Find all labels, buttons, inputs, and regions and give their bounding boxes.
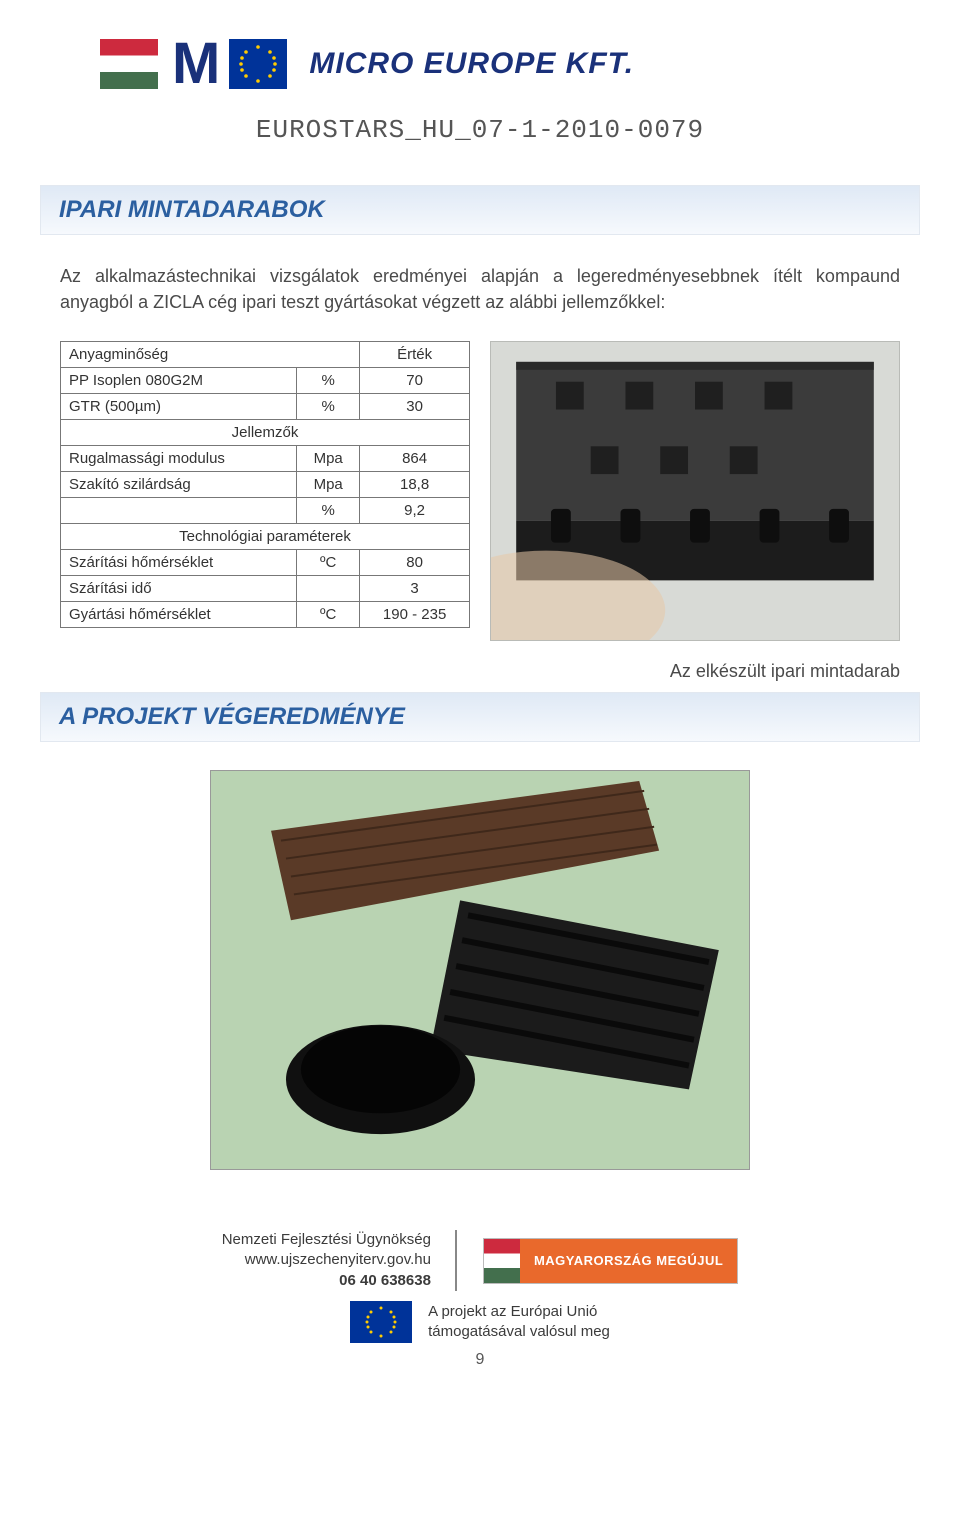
cell-unit: Mpa	[297, 446, 360, 472]
table-subheader-row: Jellemzők	[61, 420, 470, 446]
cell-unit: Mpa	[297, 472, 360, 498]
section-heading-vegeredmenye: A PROJEKT VÉGEREDMÉNYE	[40, 692, 920, 742]
agency-name: Nemzeti Fejlesztési Ügynökség	[222, 1230, 431, 1250]
th-right: Érték	[360, 342, 470, 368]
badge-text: MAGYARORSZÁG MEGÚJUL	[520, 1239, 737, 1283]
subheader-cell: Technológiai paraméterek	[61, 524, 470, 550]
table-row: % 9,2	[61, 498, 470, 524]
properties-table-wrap: Anyagminőség Érték PP Isoplen 080G2M % 7…	[60, 341, 470, 628]
photo1-caption: Az elkészült ipari mintadarab	[60, 661, 900, 682]
cell-unit: ºC	[297, 602, 360, 628]
agency-phone: 06 40 638638	[222, 1271, 431, 1291]
logo-m-icon: M	[172, 30, 215, 97]
sample-photo-1	[490, 341, 900, 641]
footer: Nemzeti Fejlesztési Ügynökség www.ujszec…	[60, 1230, 900, 1369]
table-row: Szárítási hőmérséklet ºC 80	[61, 550, 470, 576]
properties-table: Anyagminőség Érték PP Isoplen 080G2M % 7…	[60, 341, 470, 628]
cell-label: Szakító szilárdság	[61, 472, 297, 498]
cell-label: Gyártási hőmérséklet	[61, 602, 297, 628]
cell-value: 3	[360, 576, 470, 602]
agency-url: www.ujszechenyiterv.gov.hu	[222, 1250, 431, 1270]
cell-unit: %	[297, 498, 360, 524]
result-photo	[210, 770, 750, 1170]
cell-value: 18,8	[360, 472, 470, 498]
cell-value: 9,2	[360, 498, 470, 524]
cell-label: Szárítási hőmérséklet	[61, 550, 297, 576]
th-left: Anyagminőség	[61, 342, 360, 368]
cell-value: 30	[360, 394, 470, 420]
document-id: EUROSTARS_HU_07-1-2010-0079	[60, 115, 900, 145]
table-row: Gyártási hőmérséklet ºC 190 - 235	[61, 602, 470, 628]
cell-label: Szárítási idő	[61, 576, 297, 602]
section-heading-ipari: IPARI MINTADARABOK	[40, 185, 920, 235]
table-subheader-row: Technológiai paraméterek	[61, 524, 470, 550]
cell-unit: ºC	[297, 550, 360, 576]
company-wordmark: MICRO EUROPE KFT.	[309, 47, 634, 81]
eu-support-text: A projekt az Európai Unió támogatásával …	[428, 1302, 610, 1343]
flag-eu-icon	[229, 39, 287, 89]
cell-label	[61, 498, 297, 524]
subheader-cell: Jellemzők	[61, 420, 470, 446]
table-row: PP Isoplen 080G2M % 70	[61, 368, 470, 394]
header: M MICRO EUROPE KFT.	[60, 20, 900, 97]
intro-paragraph: Az alkalmazástechnikai vizsgálatok eredm…	[60, 263, 900, 315]
table-row: Szakító szilárdság Mpa 18,8	[61, 472, 470, 498]
table-header-row: Anyagminőség Érték	[61, 342, 470, 368]
eu-line1: A projekt az Európai Unió	[428, 1302, 610, 1322]
cell-unit	[297, 576, 360, 602]
cell-value: 864	[360, 446, 470, 472]
flag-eu-mini-icon	[350, 1301, 412, 1343]
cell-unit: %	[297, 368, 360, 394]
cell-value: 190 - 235	[360, 602, 470, 628]
table-row: GTR (500µm) % 30	[61, 394, 470, 420]
cell-label: GTR (500µm)	[61, 394, 297, 420]
cell-label: Rugalmassági modulus	[61, 446, 297, 472]
magyarorszag-megujul-badge: MAGYARORSZÁG MEGÚJUL	[483, 1238, 738, 1284]
table-row: Rugalmassági modulus Mpa 864	[61, 446, 470, 472]
footer-agency-block: Nemzeti Fejlesztési Ügynökség www.ujszec…	[222, 1230, 457, 1291]
cell-value: 80	[360, 550, 470, 576]
flag-hungary-icon	[100, 39, 158, 89]
cell-unit: %	[297, 394, 360, 420]
page-number: 9	[476, 1351, 485, 1369]
flag-hungary-mini-icon	[484, 1239, 520, 1283]
table-row: Szárítási idő 3	[61, 576, 470, 602]
eu-line2: támogatásával valósul meg	[428, 1322, 610, 1342]
cell-label: PP Isoplen 080G2M	[61, 368, 297, 394]
cell-value: 70	[360, 368, 470, 394]
